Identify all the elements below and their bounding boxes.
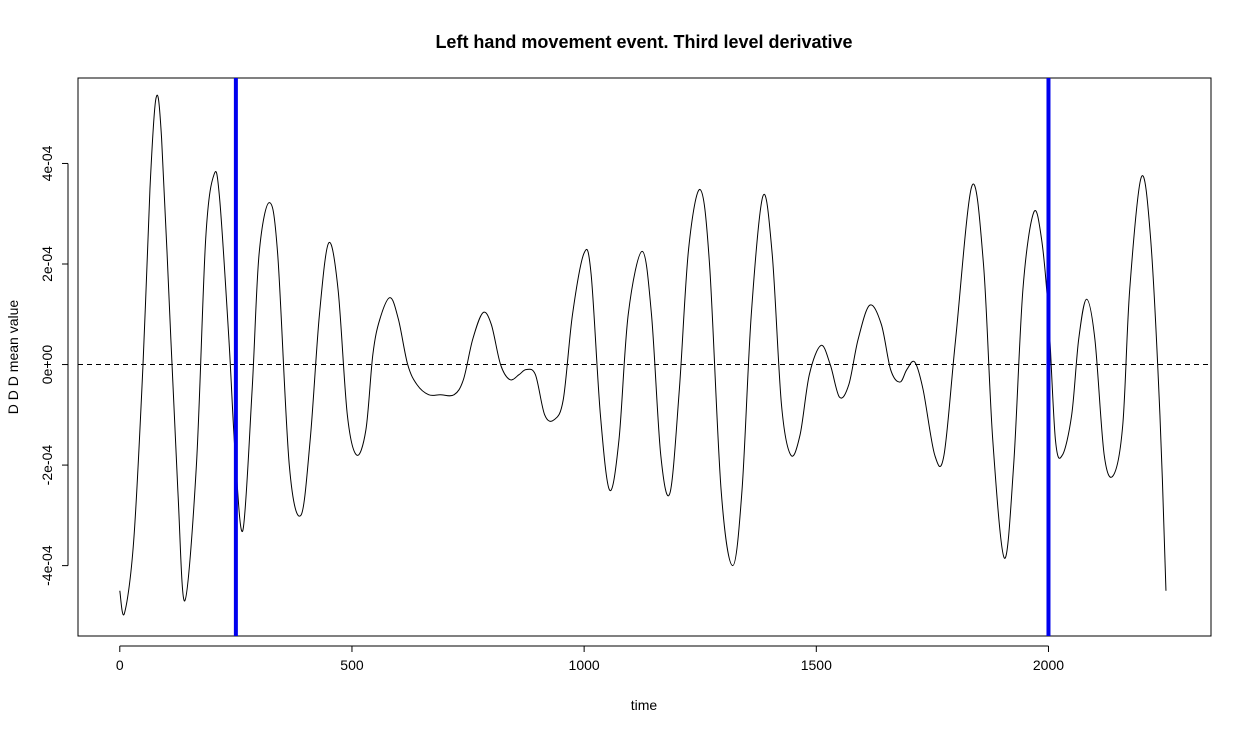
y-tick-label: 0e+00 (39, 345, 55, 385)
x-tick-label: 500 (340, 657, 364, 673)
series-line (119, 94, 1167, 616)
y-tick-label: -4e-04 (39, 545, 55, 586)
plot-area (78, 78, 1211, 636)
y-tick-label: 2e-04 (39, 246, 55, 282)
x-axis: 0 500 1000 1500 2000 (116, 645, 1064, 673)
x-tick-label: 2000 (1033, 657, 1064, 673)
x-tick-label: 0 (116, 657, 124, 673)
plot-frame (77, 77, 1212, 637)
x-tick-label: 1000 (569, 657, 600, 673)
x-tick-label: 1500 (801, 657, 832, 673)
y-axis-label: D D D mean value (5, 300, 21, 415)
chart-title: Left hand movement event. Third level de… (435, 32, 852, 52)
y-tick-label: 4e-04 (39, 145, 55, 181)
y-axis: -4e-04 -2e-04 0e+00 2e-04 4e-04 (39, 145, 69, 586)
y-tick-label: -2e-04 (39, 445, 55, 486)
x-axis-label: time (631, 697, 658, 713)
